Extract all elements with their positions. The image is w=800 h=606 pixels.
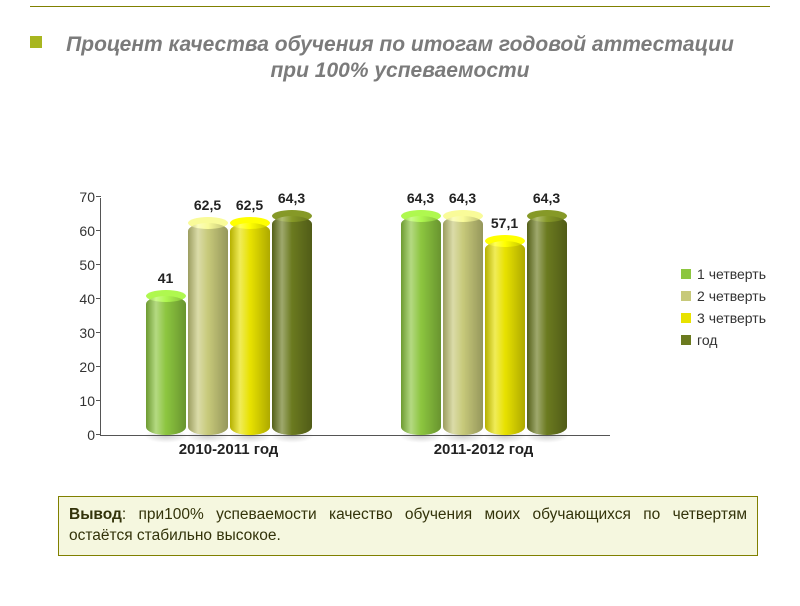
bar-cylinder xyxy=(527,216,567,435)
bar-value-label: 64,3 xyxy=(278,190,305,206)
y-tick-mark xyxy=(96,196,101,197)
conclusion-label: Вывод xyxy=(69,506,122,523)
y-tick-label: 60 xyxy=(79,223,101,239)
bar: 62,5 xyxy=(188,223,228,436)
legend-label: 2 четверть xyxy=(697,288,766,304)
y-tick-label: 0 xyxy=(87,427,101,443)
legend-swatch xyxy=(681,335,691,345)
bar-cylinder xyxy=(485,241,525,435)
bar-cylinder xyxy=(146,296,186,435)
bar: 41 xyxy=(146,296,186,435)
y-tick-label: 40 xyxy=(79,291,101,307)
x-group-label: 2010-2011 год xyxy=(179,435,279,458)
legend-item: 3 четверть xyxy=(681,310,766,326)
chart: 0102030405060704162,562,564,32010-2011 г… xyxy=(58,174,758,474)
bar-value-label: 64,3 xyxy=(449,190,476,206)
bar-cylinder xyxy=(188,223,228,436)
y-tick-mark xyxy=(96,230,101,231)
y-tick-label: 20 xyxy=(79,359,101,375)
conclusion-box: Вывод: при100% успеваемости качество обу… xyxy=(58,496,758,556)
title-block: Процент качества обучения по итогам годо… xyxy=(50,32,750,85)
y-tick-label: 30 xyxy=(79,325,101,341)
bar-cylinder xyxy=(230,223,270,436)
bar-value-label: 64,3 xyxy=(533,190,560,206)
y-tick-mark xyxy=(96,434,101,435)
bar: 64,3 xyxy=(401,216,441,435)
legend: 1 четверть 2 четверть 3 четверть год xyxy=(681,266,766,348)
y-tick-label: 70 xyxy=(79,189,101,205)
bar: 64,3 xyxy=(272,216,312,435)
bar-group: 64,364,357,164,3 xyxy=(401,216,567,435)
plot-area: 0102030405060704162,562,564,32010-2011 г… xyxy=(100,198,610,436)
accent-square xyxy=(30,36,42,48)
conclusion-text: Вывод: при100% успеваемости качество обу… xyxy=(69,505,747,547)
y-tick-mark xyxy=(96,400,101,401)
y-tick-mark xyxy=(96,298,101,299)
bar-value-label: 62,5 xyxy=(236,197,263,213)
bar-value-label: 64,3 xyxy=(407,190,434,206)
legend-swatch xyxy=(681,313,691,323)
legend-label: 1 четверть xyxy=(697,266,766,282)
bar-group: 4162,562,564,3 xyxy=(146,216,312,435)
legend-item: 1 четверть xyxy=(681,266,766,282)
bar-cylinder xyxy=(272,216,312,435)
legend-swatch xyxy=(681,291,691,301)
conclusion-body: : при100% успеваемости качество обучения… xyxy=(69,506,747,544)
bar: 62,5 xyxy=(230,223,270,436)
bar-value-label: 57,1 xyxy=(491,215,518,231)
page-title: Процент качества обучения по итогам годо… xyxy=(50,32,750,85)
y-tick-mark xyxy=(96,264,101,265)
legend-item: год xyxy=(681,332,766,348)
x-group-label: 2011-2012 год xyxy=(434,435,534,458)
bar-value-label: 62,5 xyxy=(194,197,221,213)
bar-cylinder xyxy=(401,216,441,435)
bar: 57,1 xyxy=(485,241,525,435)
title-rule xyxy=(30,6,770,7)
legend-swatch xyxy=(681,269,691,279)
y-tick-label: 10 xyxy=(79,393,101,409)
y-tick-label: 50 xyxy=(79,257,101,273)
y-tick-mark xyxy=(96,332,101,333)
bar-value-label: 41 xyxy=(158,270,174,286)
legend-item: 2 четверть xyxy=(681,288,766,304)
legend-label: 3 четверть xyxy=(697,310,766,326)
bar: 64,3 xyxy=(443,216,483,435)
y-tick-mark xyxy=(96,366,101,367)
bar-cylinder xyxy=(443,216,483,435)
bar: 64,3 xyxy=(527,216,567,435)
legend-label: год xyxy=(697,332,717,348)
